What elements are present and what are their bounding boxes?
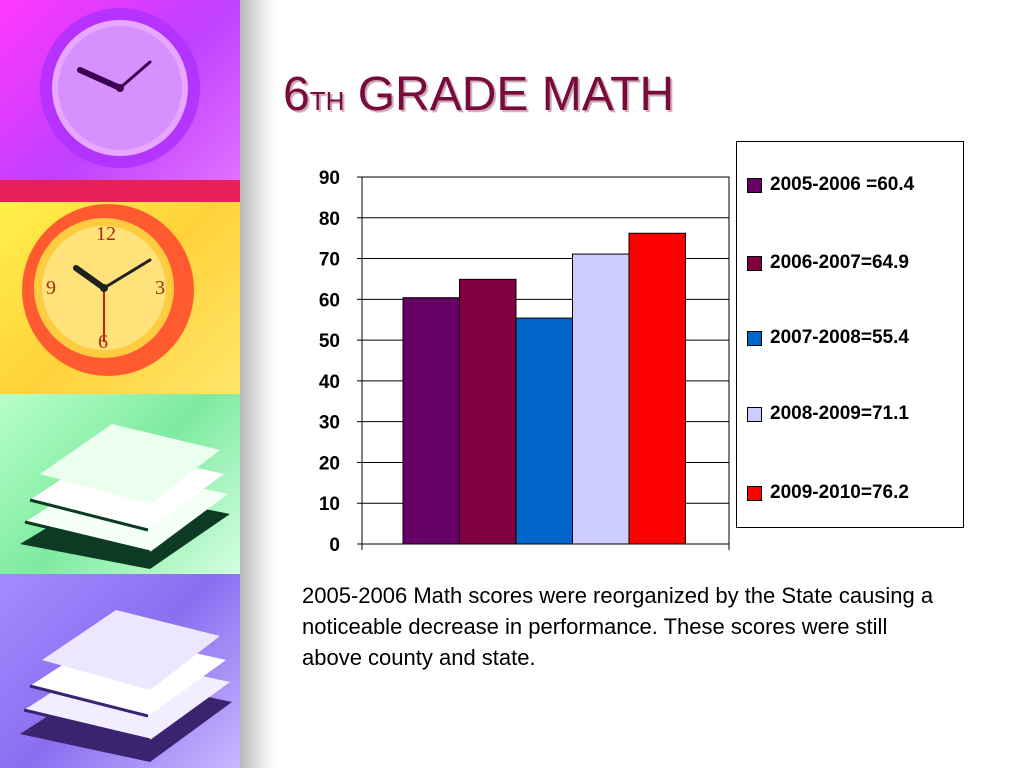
title-text: GRADE MATH xyxy=(344,68,675,121)
svg-text:9: 9 xyxy=(46,277,56,299)
y-tick-label: 80 xyxy=(319,209,340,230)
bar-chart: 0 10 20 30 40 50 60 70 80 90 xyxy=(319,168,730,556)
slide-title: 6TH GRADE MATH xyxy=(283,64,674,126)
chart-legend: 2005-2006 =60.4 2006-2007=64.9 2007-2008=5… xyxy=(736,141,964,528)
legend-label: 2005-2006 =60.4 xyxy=(770,174,915,195)
legend-item: 2007-2008=55.4 xyxy=(747,327,909,349)
clock-icon: 12 3 6 9 xyxy=(22,204,194,376)
accent-band xyxy=(0,180,240,202)
legend-item: 2008-2009=71.1 xyxy=(747,403,909,425)
book-stack-icon xyxy=(20,424,230,569)
title-number: 6 xyxy=(283,68,310,121)
book-stack-icon xyxy=(20,610,232,762)
y-tick-label: 20 xyxy=(319,453,340,474)
legend-item: 2009-2010=76.2 xyxy=(747,482,909,504)
books-panel-green xyxy=(0,394,240,574)
bar xyxy=(572,253,630,545)
y-tick-label: 70 xyxy=(319,250,340,271)
legend-label: 2006-2007=64.9 xyxy=(770,252,909,273)
clock-panel-purple xyxy=(0,0,240,180)
bar xyxy=(402,297,460,545)
bar xyxy=(628,232,686,545)
clock-icon xyxy=(40,8,200,168)
title-superscript: TH xyxy=(309,86,345,116)
strip-shadow xyxy=(240,0,276,768)
clock-panel-yellow: 12 3 6 9 xyxy=(0,202,240,394)
y-tick-label: 50 xyxy=(319,331,340,352)
legend-swatch xyxy=(747,255,762,271)
y-tick-label: 40 xyxy=(319,372,340,393)
y-tick-label: 90 xyxy=(319,168,340,189)
bar xyxy=(515,317,573,545)
legend-swatch xyxy=(747,406,762,422)
y-tick-label: 60 xyxy=(319,290,340,311)
y-tick-label: 10 xyxy=(319,494,340,515)
svg-text:12: 12 xyxy=(96,223,116,245)
bar xyxy=(459,278,517,545)
legend-item: 2006-2007=64.9 xyxy=(747,252,909,274)
legend-swatch xyxy=(747,177,762,193)
decorative-strip: 12 3 6 9 xyxy=(0,0,240,768)
svg-text:3: 3 xyxy=(155,277,165,299)
legend-label: 2007-2008=55.4 xyxy=(770,327,909,348)
legend-item: 2005-2006 =60.4 xyxy=(747,174,914,196)
legend-label: 2009-2010=76.2 xyxy=(770,482,909,503)
y-tick-label: 0 xyxy=(329,535,340,556)
legend-swatch xyxy=(747,485,762,501)
legend-label: 2008-2009=71.1 xyxy=(770,403,909,424)
y-tick-label: 30 xyxy=(319,413,340,434)
legend-swatch xyxy=(747,330,762,346)
books-panel-violet xyxy=(0,574,240,768)
slide-note: 2005-2006 Math scores were reorganized b… xyxy=(302,583,934,670)
